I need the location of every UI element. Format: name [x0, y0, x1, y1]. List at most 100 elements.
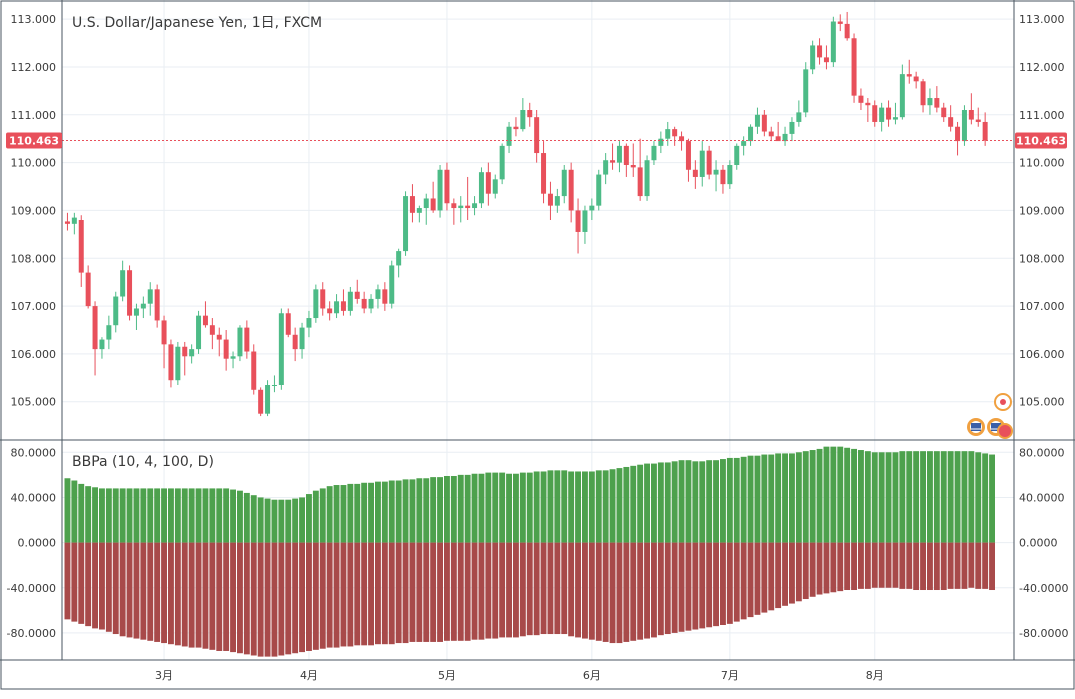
candle	[209, 318, 215, 350]
bbpa-tick-label: -80.0000	[7, 627, 56, 640]
bull-power-bar	[257, 497, 264, 543]
candle-body	[830, 21, 836, 63]
candle-body	[761, 114, 767, 132]
candle-body	[492, 179, 498, 194]
event-markers[interactable]	[967, 393, 1013, 439]
bear-power-bar	[754, 542, 761, 615]
price-tick-label: 105.000	[11, 396, 57, 409]
candle	[658, 131, 664, 154]
price-tick-label: 110.000	[1019, 157, 1065, 170]
event-marker-flag-icon[interactable]	[997, 423, 1013, 439]
bear-power-bar	[306, 542, 312, 651]
candle-body	[285, 313, 291, 335]
bbpa-axis-left[interactable]: 80.0000 40.0000 0.0000 -40.0000 -80.0000	[7, 446, 56, 640]
bear-power-bar	[223, 542, 230, 651]
candle-body	[444, 169, 450, 204]
bull-power-bar	[906, 451, 913, 543]
candle-body	[127, 270, 133, 316]
bear-power-bar	[699, 542, 706, 629]
time-axis[interactable]: 3月 4月 5月 6月 7月 8月	[155, 669, 884, 682]
candle	[630, 143, 636, 177]
bull-power-bar	[243, 492, 250, 543]
bear-power-bar	[892, 542, 899, 588]
candle-body	[844, 23, 850, 39]
candle	[313, 284, 319, 323]
bear-power-bar	[685, 542, 692, 631]
bear-power-bar	[168, 542, 174, 645]
candle	[768, 126, 774, 142]
candle-body	[451, 203, 457, 209]
candle	[375, 284, 381, 309]
candle	[754, 107, 760, 134]
bear-power-bar	[933, 542, 940, 591]
bear-power-bar	[761, 542, 768, 613]
candle	[927, 88, 933, 115]
candle-body	[982, 121, 988, 141]
bull-power-bar	[375, 481, 381, 543]
price-tick-label: 107.000	[1019, 300, 1065, 313]
bear-power-bar	[292, 542, 299, 654]
candle	[706, 145, 712, 180]
bbpa-tick-label: 0.0000	[18, 537, 57, 550]
symbol-legend[interactable]: U.S. Dollar/Japanese Yen, 1日, FXCM	[72, 15, 322, 31]
candle	[685, 138, 691, 182]
bull-power-bar	[368, 482, 374, 543]
bull-power-bar	[588, 471, 595, 543]
bull-power-bar	[112, 488, 119, 543]
candle	[423, 193, 429, 225]
candle	[299, 322, 305, 359]
candle	[899, 64, 905, 120]
bull-power-bar	[616, 468, 623, 543]
time-tick-label: 5月	[438, 669, 456, 682]
candle-body	[499, 145, 505, 180]
bbpa-axis-right[interactable]: 80.0000 40.0000 0.0000 -40.0000 -80.0000	[1019, 446, 1068, 640]
bull-power-bar	[85, 486, 92, 543]
bull-power-bar	[954, 451, 961, 543]
bear-power-bar	[782, 542, 788, 606]
candle-body	[720, 169, 726, 185]
candle-body	[416, 208, 422, 213]
bull-power-bar	[513, 473, 519, 543]
bull-power-bar	[519, 472, 526, 543]
bull-power-bar	[71, 480, 78, 543]
candle	[223, 330, 229, 371]
bear-power-bar	[105, 542, 112, 632]
candle	[610, 143, 616, 170]
bear-power-bar	[623, 542, 630, 642]
indicator-legend[interactable]: BBPa (10, 4, 100, D)	[72, 454, 214, 470]
price-axis-right[interactable]: 113.000 112.000 111.000 110.000 109.000 108.0…	[1019, 13, 1065, 409]
bull-power-bar	[871, 452, 878, 543]
bull-power-bar	[326, 486, 333, 543]
candle-body	[320, 289, 326, 309]
candle	[133, 303, 139, 330]
candle-body	[623, 145, 629, 165]
bull-power-bar	[409, 479, 416, 543]
candle	[589, 198, 595, 220]
candle-body	[541, 153, 547, 194]
bull-power-bar	[464, 474, 471, 543]
candle-body	[644, 160, 650, 197]
candle-body	[120, 270, 126, 297]
bear-power-bar	[795, 542, 802, 602]
candle	[534, 110, 540, 163]
us-flag-icon[interactable]	[967, 418, 985, 436]
candle-body	[382, 289, 388, 304]
bull-power-bar	[395, 480, 402, 543]
bull-power-bar	[299, 497, 305, 543]
bear-power-bar	[409, 542, 416, 642]
event-marker-dot-icon[interactable]	[994, 393, 1012, 411]
price-axis-left[interactable]: 113.000 112.000 111.000 110.000 109.000 108.0…	[11, 13, 57, 409]
bear-power-bar	[154, 542, 161, 642]
candle	[334, 294, 340, 319]
candle	[189, 344, 195, 364]
candle-body	[306, 318, 312, 328]
price-tick-label: 106.000	[11, 348, 57, 361]
candle-body	[430, 198, 436, 211]
candle-body	[265, 385, 271, 414]
bear-power-bar	[740, 542, 747, 620]
candle	[99, 337, 105, 359]
candle-body	[251, 351, 257, 390]
candle-body	[616, 145, 622, 163]
